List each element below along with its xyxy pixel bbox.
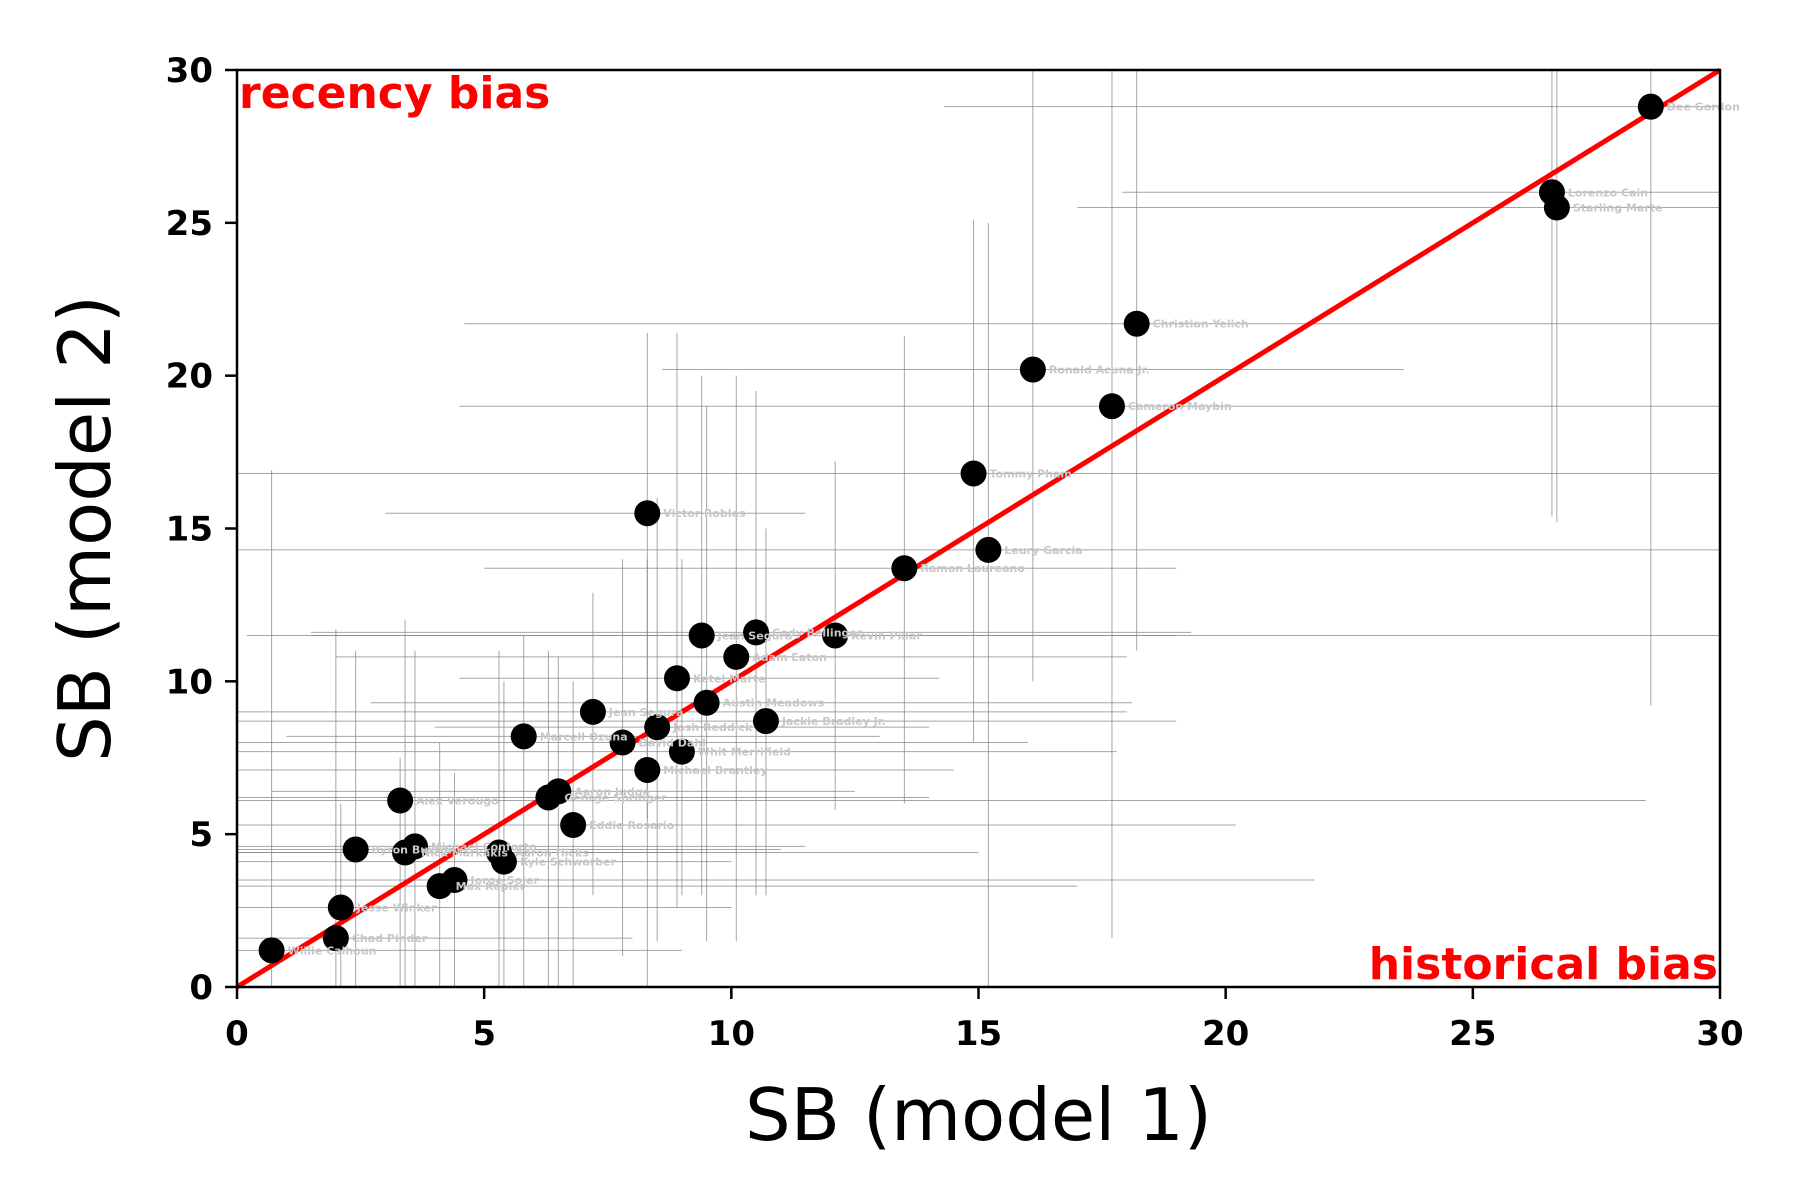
y-tick-label: 10: [166, 662, 213, 702]
point-label: Adam Eaton: [752, 651, 827, 664]
x-tick-label: 30: [1696, 1014, 1743, 1054]
data-point: [426, 873, 453, 900]
point-label: Austin Meadows: [723, 697, 825, 710]
point-label: Jesse Winker: [356, 902, 437, 915]
x-tick-label: 15: [955, 1014, 1002, 1054]
point-label: Aaron Judge: [574, 785, 650, 798]
point-label: Jean Segura: [717, 629, 793, 642]
point-labels: Dee Gordon Lorenzo Cain Starling Marte Chri…: [288, 101, 1740, 958]
y-tick-label: 25: [166, 204, 213, 244]
data-point: [342, 836, 369, 863]
data-point: [960, 460, 987, 487]
point-label: Chad Pinder: [352, 932, 428, 945]
data-point: [387, 787, 414, 814]
point-label: Ketel Marte: [693, 672, 766, 685]
data-point: [688, 622, 715, 649]
point-label: Jean Segura: [608, 706, 684, 719]
y-axis-title: SB (model 2): [43, 295, 127, 762]
point-label: George Springer: [564, 791, 667, 804]
point-label: Whit Merrifield: [698, 746, 791, 759]
y-tick-label: 15: [166, 510, 213, 550]
point-label: Michael Conforto: [431, 840, 537, 853]
point-label: Eddie Rosario: [589, 819, 675, 832]
data-point: [975, 536, 1002, 563]
point-label: Alex Verdugo: [416, 795, 499, 808]
data-point: [579, 698, 606, 725]
point-label: Cameron Maybin: [1128, 400, 1232, 413]
y-tick-label: 20: [166, 357, 213, 397]
point-label: Christian Yelich: [1153, 318, 1249, 331]
data-point: [891, 555, 918, 582]
data-point: [634, 500, 661, 527]
data-point: [609, 729, 636, 756]
point-label: Michael Brantley: [663, 764, 767, 777]
data-point: [822, 622, 849, 649]
data-point: [1637, 93, 1664, 120]
data-points: [258, 93, 1664, 964]
data-point: [1543, 194, 1570, 221]
point-label: Victor Robles: [663, 507, 746, 520]
point-label: Byron Buxton: [372, 843, 456, 856]
data-point: [1123, 310, 1150, 337]
y-tick-label: 0: [189, 968, 213, 1008]
data-point: [560, 811, 587, 838]
point-label: Ramon Laureano: [920, 562, 1025, 575]
x-tick-label: 25: [1449, 1014, 1496, 1054]
data-point: [663, 665, 690, 692]
y-tick-label: 30: [166, 51, 213, 91]
data-point: [490, 848, 517, 875]
data-point: [327, 894, 354, 921]
data-point: [644, 714, 671, 741]
data-point: [752, 708, 779, 735]
point-label: Tommy Pham: [990, 467, 1072, 480]
data-point: [1019, 356, 1046, 383]
data-point: [743, 619, 770, 646]
point-label: Max Kepler: [456, 880, 526, 893]
x-tick-label: 0: [225, 1014, 249, 1054]
point-label: Jackie Bradley Jr.: [781, 715, 886, 728]
data-point: [634, 756, 661, 783]
point-label: Cody Bellinger: [772, 626, 863, 639]
point-label: Ronald Acuna Jr.: [1049, 364, 1150, 377]
annotation-historical-bias: historical bias: [1369, 939, 1718, 990]
point-label: Jorge Soler: [470, 874, 540, 887]
point-label: Leury Garcia: [1004, 544, 1082, 557]
axis-ticks: 0 5 10 15 20 25 30 0 5 10 15 20 25 30: [166, 51, 1744, 1054]
data-point: [668, 738, 695, 765]
data-point: [392, 839, 419, 866]
data-point: [258, 937, 285, 964]
point-label: Lorenzo Cain: [1568, 186, 1648, 199]
x-tick-label: 20: [1202, 1014, 1249, 1054]
point-label: Marcell Ozuna: [540, 730, 628, 743]
point-label: Kevin Pillar: [851, 629, 922, 642]
point-label: Nick Markakis: [421, 847, 508, 860]
data-point: [693, 689, 720, 716]
reference-line: [235, 67, 1722, 990]
x-tick-label: 5: [472, 1014, 496, 1054]
data-point: [510, 723, 537, 750]
x-axis-title: SB (model 1): [745, 1073, 1212, 1157]
annotation-recency-bias: recency bias: [239, 68, 550, 119]
x-tick-label: 10: [708, 1014, 755, 1054]
point-label: Aaron Hicks: [515, 847, 589, 860]
point-label: Josh Reddick: [672, 721, 753, 734]
data-point: [322, 925, 349, 952]
point-label: Starling Marte: [1573, 202, 1663, 215]
point-label: David Dahl: [639, 736, 706, 749]
data-point: [723, 643, 750, 670]
point-label: Willie Calhoun: [288, 944, 377, 957]
point-label: Kyle Schwarber: [520, 856, 617, 869]
data-point: [535, 784, 562, 811]
y-tick-label: 5: [189, 815, 213, 855]
point-label: Dee Gordon: [1667, 101, 1740, 114]
data-point: [1098, 393, 1125, 420]
diagonal-line: [235, 67, 1722, 990]
